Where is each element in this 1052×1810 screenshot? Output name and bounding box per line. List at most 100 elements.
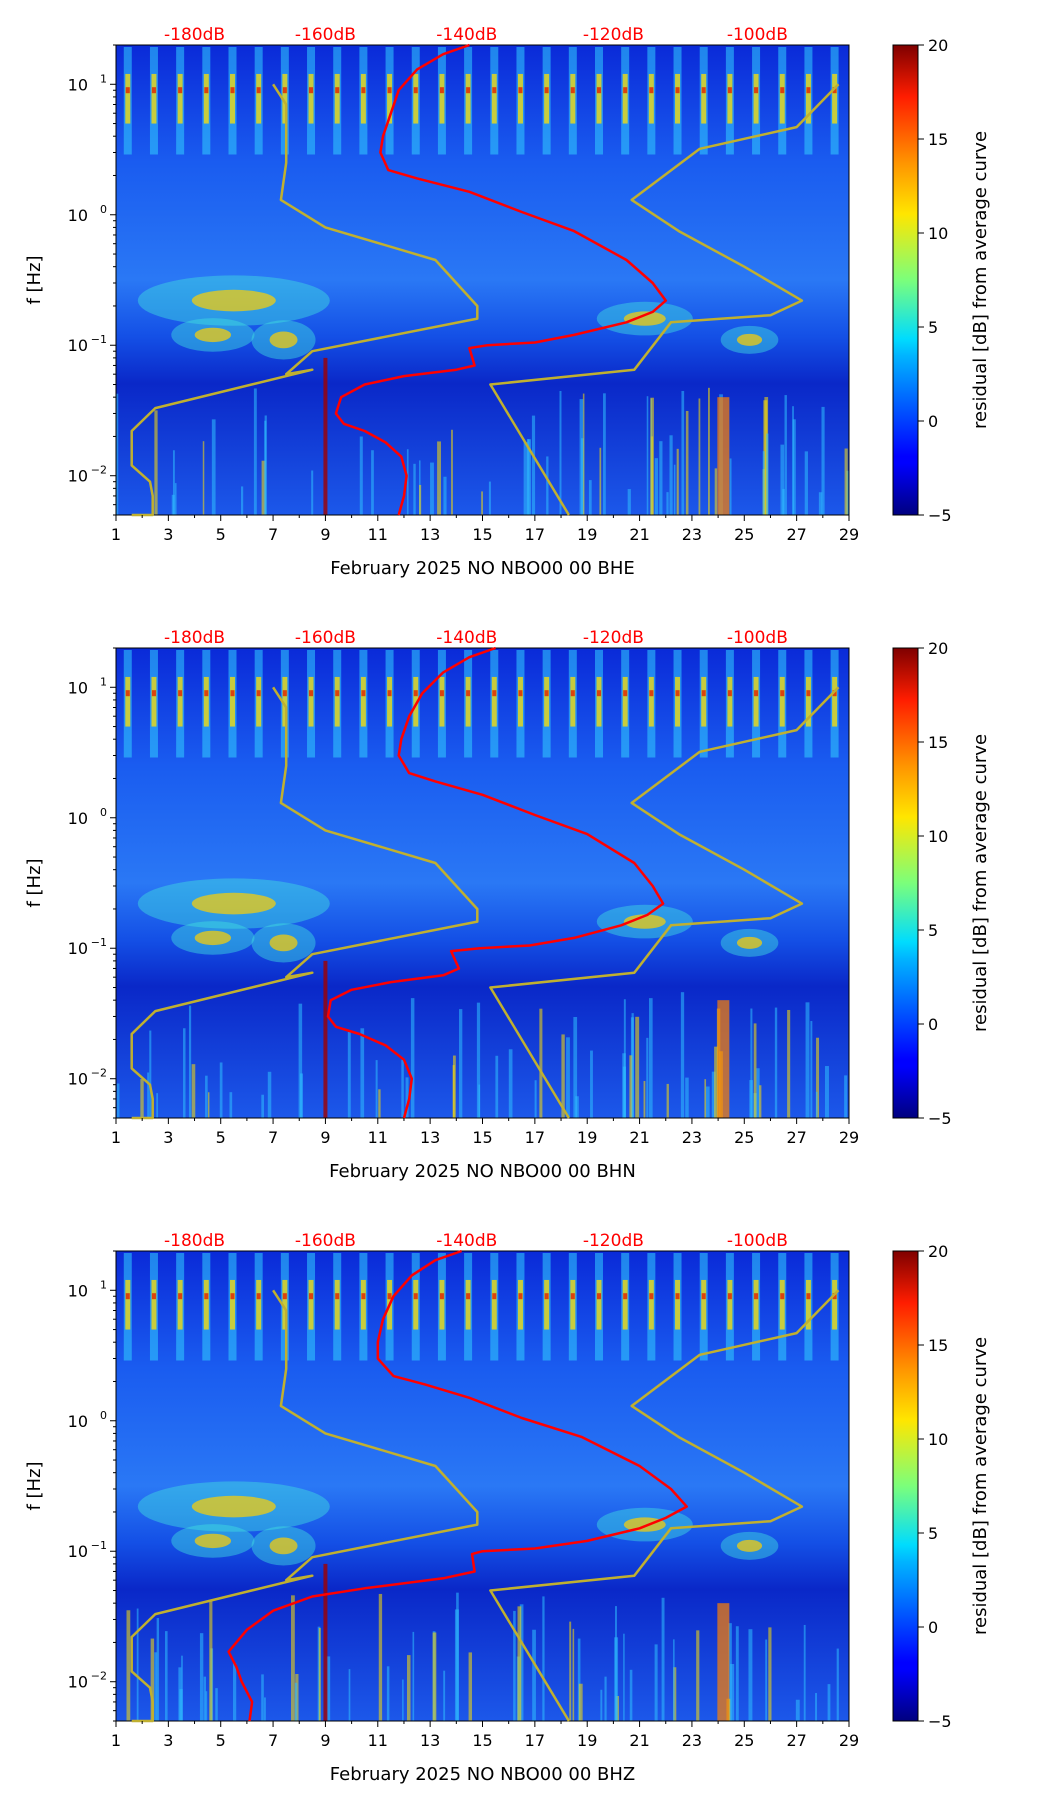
- spectrogram-streak: [172, 450, 175, 515]
- spectrogram-streak: [451, 429, 453, 515]
- spectrogram-stripe-peak: [439, 690, 444, 697]
- spectrogram-stripe-peak: [675, 1293, 680, 1300]
- spectrogram-streak: [519, 1604, 524, 1721]
- spectrogram-streak: [419, 484, 422, 515]
- x-axis-label-1: February 2025 NO NBO00 00 BHE: [330, 558, 635, 579]
- spectrogram-stripe-peak: [727, 690, 732, 697]
- spectrogram-streak: [792, 419, 796, 515]
- spectrogram-streak: [577, 1638, 581, 1721]
- spectrogram-streak: [669, 435, 673, 515]
- spectrogram-stripe-peak: [282, 1293, 287, 1300]
- spectrogram-stripe-core: [125, 73, 131, 124]
- top-axis-label: -160dB: [295, 628, 356, 648]
- spectrogram-blob-core: [736, 1539, 763, 1552]
- spectrogram-streak: [762, 451, 765, 515]
- spectrogram-stripe-peak: [649, 87, 654, 94]
- spectrogram-stripe-peak: [623, 1293, 628, 1300]
- spectrogram-streak: [378, 1089, 381, 1118]
- spectrogram-stripe-peak: [361, 1293, 366, 1300]
- spectrogram-streak: [627, 489, 631, 515]
- x-tick-label: 5: [216, 525, 226, 544]
- spectrogram-stripe-core: [727, 73, 733, 124]
- spectrogram-stripe-peak: [727, 1293, 732, 1300]
- spectrogram-streak: [714, 1046, 718, 1118]
- spectrogram-stripe-core: [622, 1279, 628, 1330]
- spectrogram-stripe-peak: [387, 1293, 392, 1300]
- spectrogram-stripe-peak: [754, 87, 759, 94]
- top-axis-label: -180dB: [164, 25, 225, 45]
- spectrogram-stripe-peak: [806, 690, 811, 697]
- spectrogram-stripe-core: [517, 676, 523, 727]
- spectrogram-stripe-peak: [492, 690, 497, 697]
- spectrogram-streak: [539, 1008, 543, 1118]
- spectrogram-stripe-core: [832, 676, 838, 727]
- spectrogram-streak: [818, 492, 823, 515]
- spectrogram-stripe-peak: [151, 1293, 156, 1300]
- spectrogram-stripe-peak: [675, 690, 680, 697]
- spectrogram-streak: [623, 1633, 625, 1721]
- spectrogram-streak: [730, 1663, 735, 1721]
- spectrogram-streak: [263, 1697, 266, 1721]
- spectrogram-streak: [476, 1002, 481, 1118]
- x-tick-label: 15: [472, 525, 492, 544]
- spectrogram-streak: [347, 1031, 351, 1118]
- spectrogram-streak: [240, 486, 244, 515]
- spectrogram-stripe-peak: [701, 690, 706, 697]
- spectrogram-streak: [763, 400, 768, 515]
- x-tick-label: 7: [268, 1128, 278, 1147]
- spectrogram-stripe-core: [413, 1279, 419, 1330]
- spectrogram-streak: [756, 1068, 760, 1118]
- spectrogram-stripe-peak: [492, 1293, 497, 1300]
- series-line-high-noise-model: [489, 686, 840, 1119]
- x-tick-label: 25: [734, 1731, 754, 1750]
- x-tick-label: 7: [268, 525, 278, 544]
- spectrogram-stripe-core: [701, 676, 707, 727]
- spectrogram-streak: [787, 1009, 791, 1118]
- spectrogram-stripe-peak: [754, 690, 759, 697]
- spectrogram-streak: [371, 450, 374, 515]
- spectrogram-stripe-peak: [309, 1293, 314, 1300]
- spectrogram-stripe-peak: [256, 1293, 261, 1300]
- spectrogram-streak: [232, 1663, 237, 1721]
- colorbar-tick-label: 15: [928, 1336, 948, 1355]
- spectrogram-stripe-core: [151, 73, 157, 124]
- series-line-high-noise-model: [489, 1289, 840, 1722]
- spectrogram-stripe-core: [779, 73, 785, 124]
- spectrogram-stripe-peak: [544, 87, 549, 94]
- spectrogram-streak: [456, 1592, 459, 1721]
- spectrogram-streak: [542, 1596, 545, 1721]
- spectrogram-streak: [532, 1629, 536, 1721]
- spectrogram-streak: [311, 470, 314, 515]
- y-tick-exponent: −2: [91, 1670, 107, 1683]
- spectrogram-streak: [437, 441, 441, 515]
- spectrogram-streak: [753, 1023, 757, 1118]
- x-tick-label: 27: [786, 525, 806, 544]
- spectrogram-streak: [359, 436, 363, 515]
- spectrogram-stripe-core: [491, 1279, 497, 1330]
- spectrogram-stripe-core: [334, 676, 340, 727]
- spectrogram-streak: [666, 1083, 669, 1118]
- spectrogram-streak: [452, 1055, 456, 1118]
- colorbar-tick-label: 10: [928, 827, 948, 846]
- spectrogram-streak: [229, 1092, 233, 1118]
- top-axis-label: -180dB: [164, 1231, 225, 1251]
- spectrogram-streak: [136, 1608, 139, 1721]
- spectrogram-streak: [126, 1610, 131, 1721]
- spectrogram-streak: [205, 1075, 208, 1118]
- top-axis-label: -100dB: [727, 628, 788, 648]
- colorbar-tick-label: 10: [928, 224, 948, 243]
- spectrogram-stripe-core: [622, 676, 628, 727]
- spectrogram-streak: [714, 468, 718, 515]
- spectrogram-stripe-core: [256, 1279, 262, 1330]
- x-tick-label: 19: [577, 525, 597, 544]
- y-tick-label: 10: [68, 1070, 88, 1089]
- x-tick-label: 19: [577, 1731, 597, 1750]
- spectrogram-stripe-peak: [335, 87, 340, 94]
- spectrogram-event: [717, 1000, 730, 1118]
- spectrogram-streak: [375, 1060, 378, 1118]
- spectrogram-streak: [219, 1062, 223, 1118]
- spectrogram-stripe-peak: [335, 690, 340, 697]
- spectrogram-stripe-core: [334, 73, 340, 124]
- spectrogram-stripe-core: [203, 676, 209, 727]
- x-tick-label: 5: [216, 1128, 226, 1147]
